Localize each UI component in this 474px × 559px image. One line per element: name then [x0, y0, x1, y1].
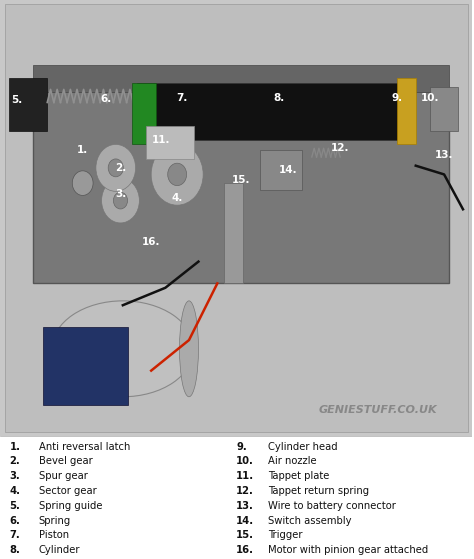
Text: 9.: 9.: [392, 93, 402, 103]
FancyBboxPatch shape: [430, 87, 458, 131]
FancyBboxPatch shape: [9, 78, 47, 131]
Text: 8.: 8.: [273, 93, 284, 103]
FancyBboxPatch shape: [137, 83, 406, 140]
Text: 15.: 15.: [232, 175, 250, 185]
Text: 6.: 6.: [9, 515, 20, 525]
Text: 4.: 4.: [172, 193, 183, 203]
FancyBboxPatch shape: [146, 126, 194, 159]
FancyBboxPatch shape: [0, 436, 473, 559]
Text: Piston: Piston: [39, 530, 69, 541]
Text: Anti reversal latch: Anti reversal latch: [39, 442, 130, 452]
Text: 12.: 12.: [236, 486, 254, 496]
Text: Tappet plate: Tappet plate: [268, 471, 330, 481]
Text: 7.: 7.: [176, 93, 188, 103]
FancyBboxPatch shape: [397, 78, 416, 144]
FancyBboxPatch shape: [5, 4, 468, 432]
Text: 5.: 5.: [11, 95, 22, 105]
Text: 12.: 12.: [331, 143, 349, 153]
Circle shape: [151, 144, 203, 205]
Text: Spur gear: Spur gear: [39, 471, 88, 481]
Text: 5.: 5.: [9, 501, 20, 511]
Circle shape: [113, 192, 128, 209]
FancyBboxPatch shape: [224, 183, 243, 283]
Text: 13.: 13.: [236, 501, 254, 511]
FancyBboxPatch shape: [33, 87, 449, 283]
Text: 8.: 8.: [9, 546, 20, 555]
FancyBboxPatch shape: [0, 0, 473, 436]
Text: 16.: 16.: [142, 237, 160, 247]
Text: Air nozzle: Air nozzle: [268, 456, 317, 466]
Text: 2.: 2.: [115, 163, 126, 173]
Text: Cylinder head: Cylinder head: [268, 442, 338, 452]
Text: 14.: 14.: [279, 165, 298, 175]
Text: 1.: 1.: [77, 145, 88, 155]
Text: 6.: 6.: [100, 94, 112, 105]
Text: Motor with pinion gear attached: Motor with pinion gear attached: [268, 546, 428, 555]
Text: 10.: 10.: [236, 456, 254, 466]
Text: Spring: Spring: [39, 515, 71, 525]
Text: Wire to battery connector: Wire to battery connector: [268, 501, 396, 511]
FancyBboxPatch shape: [33, 65, 449, 92]
Text: Trigger: Trigger: [268, 530, 303, 541]
Text: Tappet return spring: Tappet return spring: [268, 486, 369, 496]
Ellipse shape: [52, 301, 194, 397]
Text: Bevel gear: Bevel gear: [39, 456, 92, 466]
Text: 7.: 7.: [9, 530, 20, 541]
Text: 4.: 4.: [9, 486, 20, 496]
Text: Sector gear: Sector gear: [39, 486, 97, 496]
Circle shape: [168, 163, 187, 186]
Circle shape: [101, 178, 139, 223]
Text: 3.: 3.: [9, 471, 20, 481]
Text: 16.: 16.: [236, 546, 254, 555]
Text: 10.: 10.: [421, 93, 439, 103]
Text: 1.: 1.: [9, 442, 20, 452]
Text: 9.: 9.: [236, 442, 247, 452]
Ellipse shape: [180, 301, 199, 397]
Text: GENIESTUFF.CO.UK: GENIESTUFF.CO.UK: [319, 405, 438, 415]
Circle shape: [108, 159, 123, 177]
Text: Cylinder: Cylinder: [39, 546, 80, 555]
FancyBboxPatch shape: [43, 327, 128, 405]
Text: 11.: 11.: [151, 135, 170, 145]
Text: Spring guide: Spring guide: [39, 501, 102, 511]
Text: Switch assembly: Switch assembly: [268, 515, 352, 525]
Text: 3.: 3.: [115, 189, 126, 199]
Text: 14.: 14.: [236, 515, 255, 525]
FancyBboxPatch shape: [132, 83, 156, 144]
Text: 2.: 2.: [9, 456, 20, 466]
Text: 11.: 11.: [236, 471, 255, 481]
Text: 13.: 13.: [435, 150, 453, 160]
FancyBboxPatch shape: [260, 150, 302, 190]
Circle shape: [96, 144, 136, 191]
Circle shape: [72, 171, 93, 196]
Text: 15.: 15.: [236, 530, 254, 541]
